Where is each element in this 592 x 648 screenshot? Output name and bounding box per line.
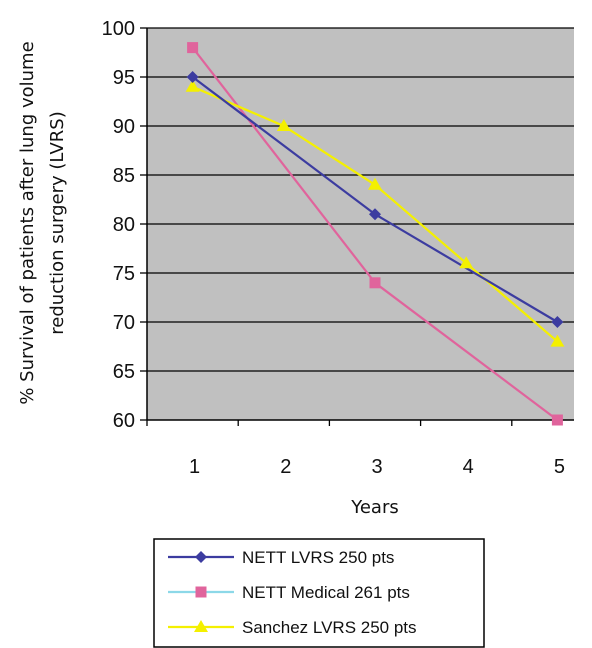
data-point-marker (276, 119, 291, 131)
data-point-marker (550, 334, 565, 347)
data-point-marker (551, 414, 563, 426)
data-point-marker (369, 277, 381, 289)
legend-marker (194, 620, 208, 632)
legend: NETT LVRS 250 pts NETT Medical 261 pts San… (153, 538, 485, 648)
data-point-marker (185, 79, 200, 92)
data-point-marker (187, 42, 199, 54)
y-tick-label: 60 (113, 410, 135, 432)
y-axis-title-line-1: % Survival of patients after lung volume (17, 41, 38, 404)
y-tick-label: 95 (113, 67, 135, 89)
legend-label: NETT LVRS 250 pts (242, 548, 394, 567)
y-tick-label: 75 (113, 263, 135, 285)
legend-label: Sanchez LVRS 250 pts (242, 618, 417, 637)
y-tick-labels: 60 65 70 75 80 85 90 95 100 (102, 18, 135, 432)
grid-lines (147, 27, 574, 372)
axes (140, 27, 574, 426)
y-tick-label: 100 (102, 18, 135, 40)
y-tick-label: 80 (113, 214, 135, 236)
series-markers (185, 42, 565, 426)
x-axis-title: Years (350, 497, 399, 518)
legend-label: NETT Medical 261 pts (242, 583, 410, 602)
legend-marker (195, 551, 207, 563)
x-tick-label: 5 (554, 456, 565, 478)
x-tick-label: 2 (280, 456, 291, 478)
y-tick-label: 90 (113, 116, 135, 138)
y-tick-label: 65 (113, 361, 135, 383)
y-tick-label: 70 (113, 312, 135, 334)
x-tick-label: 1 (189, 456, 200, 478)
data-point-marker (369, 208, 381, 221)
x-tick-labels: 1 2 3 4 5 (189, 456, 565, 478)
data-point-marker (459, 256, 474, 269)
legend-marker (195, 586, 207, 598)
data-point-marker (186, 71, 199, 83)
y-axis-title-line-2: reduction surgery (LVRS) (47, 111, 68, 335)
x-tick-label: 3 (371, 456, 382, 478)
data-point-marker (368, 177, 382, 190)
y-tick-label: 85 (113, 165, 135, 187)
x-tick-label: 4 (463, 456, 474, 478)
data-point-marker (551, 316, 564, 328)
